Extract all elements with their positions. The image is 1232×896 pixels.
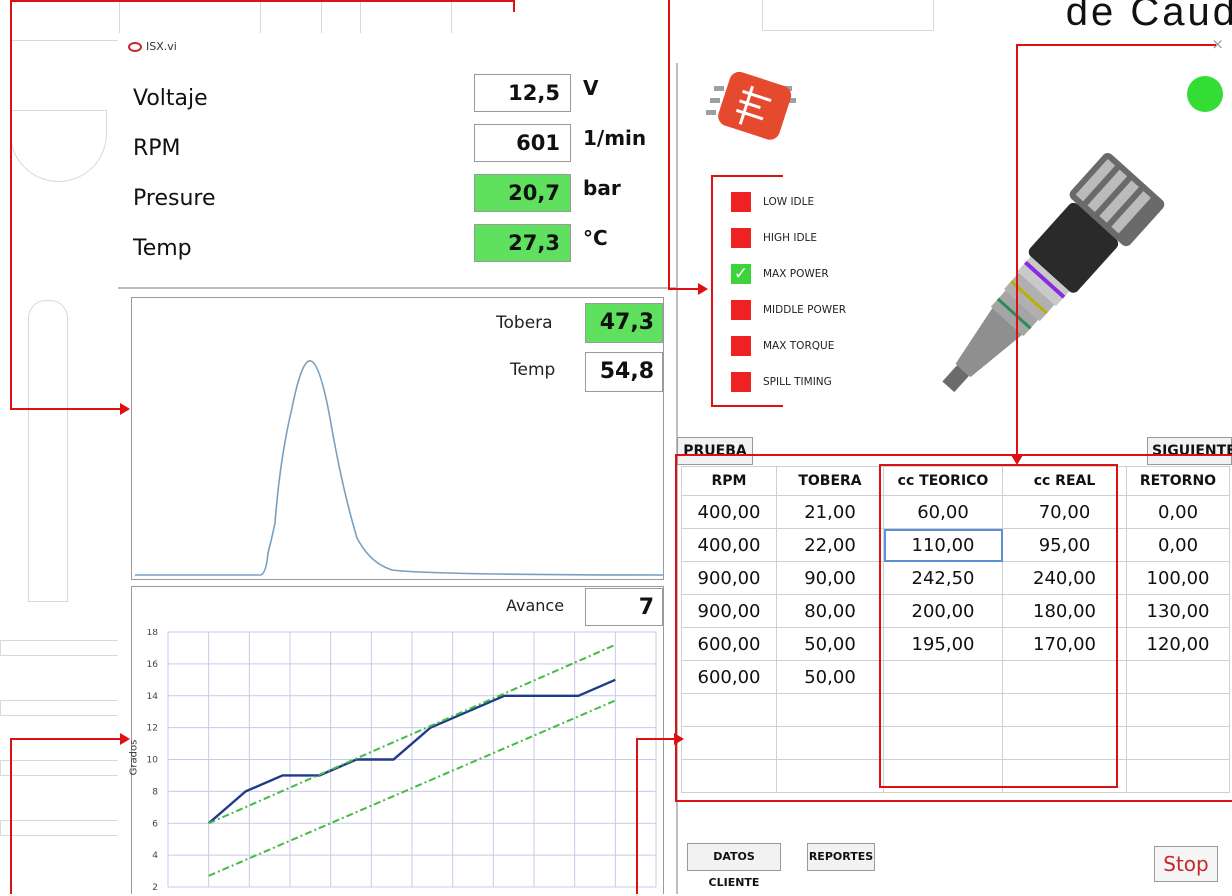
table-row: 900,00 90,00 242,50 240,00 100,00 (681, 561, 1230, 595)
status-square-icon (731, 228, 751, 248)
test-item: SPILL TIMING (731, 372, 832, 392)
table-cell[interactable]: 70,00 (1002, 495, 1127, 529)
y-tick-label: 12 (147, 724, 158, 734)
table-cell[interactable] (1002, 660, 1127, 694)
status-square-icon (731, 192, 751, 212)
test-item: MAX TORQUE (731, 336, 834, 356)
tobera-value: 47,3 (585, 303, 663, 343)
table-cell[interactable]: 180,00 (1002, 594, 1127, 628)
reading-label-3: Temp (133, 236, 192, 261)
table-row: 600,00 50,00 195,00 170,00 120,00 (681, 627, 1230, 661)
table-cell[interactable]: 50,00 (776, 660, 884, 694)
table-cell[interactable] (883, 660, 1003, 694)
status-square-icon (731, 372, 751, 392)
test-label: MAX POWER (763, 268, 829, 280)
reading-value-1: 601 (474, 124, 571, 162)
table-cell[interactable]: 95,00 (1002, 528, 1127, 562)
reading-unit-0: V (583, 76, 599, 100)
table-cell[interactable]: 120,00 (1126, 627, 1230, 661)
table-cell[interactable]: 0,00 (1126, 528, 1230, 562)
table-cell[interactable]: 110,00 (883, 528, 1003, 562)
table-cell[interactable] (681, 759, 777, 793)
test-label: HIGH IDLE (763, 232, 818, 244)
datos-cliente-button[interactable]: DATOS CLIENTE (687, 843, 781, 889)
close-icon[interactable]: × (1211, 35, 1224, 53)
table-cell[interactable] (776, 693, 884, 727)
window-title: ISX.vi (128, 40, 177, 53)
check-icon: ✓ (731, 264, 751, 284)
pulse-graph-panel (131, 297, 664, 580)
table-cell[interactable]: 22,00 (776, 528, 884, 562)
test-item: HIGH IDLE (731, 228, 817, 248)
table-cell[interactable] (1126, 759, 1230, 793)
tobera-label: Tobera (496, 313, 553, 333)
stop-button[interactable]: Stop (1154, 846, 1218, 882)
y-tick-label: 4 (152, 851, 158, 861)
labview-logo-icon (128, 41, 142, 52)
reading-unit-2: bar (583, 176, 621, 200)
table-cell[interactable]: 242,50 (883, 561, 1003, 595)
y-tick-label: 10 (147, 756, 159, 766)
table-cell[interactable] (776, 726, 884, 760)
advance-chart: 2 4 6 8 10 12 14 16 18 (147, 629, 657, 893)
table-annotation-box (675, 454, 1232, 802)
reading-value-3: 27,3 (474, 224, 571, 262)
y-tick-label: 14 (147, 692, 159, 702)
status-indicator-led (1187, 76, 1223, 112)
pulse-waveform (135, 360, 664, 576)
test-label: LOW IDLE (763, 196, 815, 208)
chip-logo-icon (700, 70, 810, 145)
y-tick-label: 8 (152, 787, 158, 797)
vertical-divider (676, 63, 678, 894)
reading-value-2: 20,7 (474, 174, 571, 212)
column-header: RPM (681, 466, 777, 496)
table-cell[interactable]: 195,00 (883, 627, 1003, 661)
reading-value-0: 12,5 (474, 74, 571, 112)
table-cell[interactable]: 0,00 (1126, 495, 1230, 529)
horizontal-divider (118, 287, 676, 289)
reading-unit-3: °C (583, 226, 608, 250)
table-cell[interactable] (776, 759, 884, 793)
reading-label-2: Presure (133, 186, 216, 211)
y-tick-label: 6 (152, 819, 158, 829)
test-label: SPILL TIMING (763, 376, 832, 388)
table-cell[interactable]: 100,00 (1126, 561, 1230, 595)
test-item: LOW IDLE (731, 192, 814, 212)
y-tick-label: 2 (152, 883, 158, 893)
column-header: cc TEORICO (883, 466, 1003, 496)
table-cell[interactable] (1126, 726, 1230, 760)
table-cell[interactable]: 240,00 (1002, 561, 1127, 595)
y-tick-label: 16 (147, 660, 159, 670)
advance-series-line (207, 678, 616, 825)
header-text: de Caud (1065, 0, 1232, 34)
test-item: MIDDLE POWER (731, 300, 846, 320)
reference-line (208, 643, 616, 825)
status-square-icon (731, 336, 751, 356)
test-label: MIDDLE POWER (763, 304, 847, 316)
y-tick-label: 18 (147, 629, 159, 638)
injector-image (900, 150, 1180, 420)
temp-value: 54,8 (585, 352, 663, 392)
reference-line (208, 699, 616, 877)
reading-label-1: RPM (133, 136, 181, 161)
test-list-bracket (711, 175, 783, 407)
table-cell[interactable]: 900,00 (681, 561, 777, 595)
test-label: MAX TORQUE (763, 340, 835, 352)
reading-unit-1: 1/min (583, 126, 647, 150)
avance-value: 7 (585, 588, 663, 626)
column-header: RETORNO (1126, 466, 1230, 496)
table-row: 400,00 22,00 110,00 95,00 0,00 (681, 528, 1230, 562)
cc-columns-annotation-box (879, 464, 1118, 788)
reportes-button[interactable]: REPORTES (807, 843, 875, 871)
reading-label-0: Voltaje (133, 86, 208, 111)
avance-label: Avance (506, 596, 565, 615)
table-cell[interactable]: 170,00 (1002, 627, 1127, 661)
status-square-icon (731, 300, 751, 320)
column-header: cc REAL (1002, 466, 1127, 496)
test-item: ✓ MAX POWER (731, 264, 829, 284)
temp-label: Temp (510, 360, 556, 380)
table-cell[interactable]: 900,00 (681, 594, 777, 628)
